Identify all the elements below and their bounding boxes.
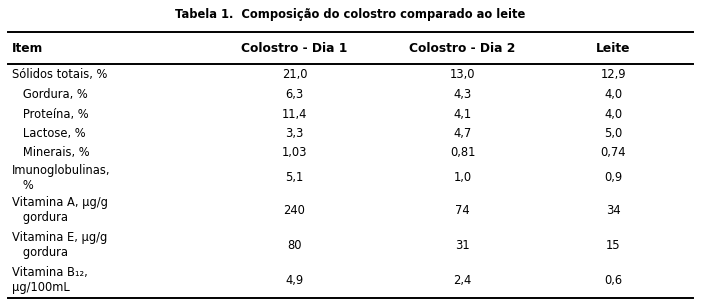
Text: Vitamina B₁₂,
μg/100mL: Vitamina B₁₂, μg/100mL: [12, 266, 88, 294]
Text: 4,7: 4,7: [454, 127, 472, 140]
Text: Gordura, %: Gordura, %: [12, 88, 88, 101]
Text: 15: 15: [606, 238, 620, 252]
Text: 240: 240: [283, 204, 306, 217]
Text: 4,0: 4,0: [604, 108, 622, 121]
Text: 4,3: 4,3: [454, 88, 472, 101]
Text: Colostro - Dia 2: Colostro - Dia 2: [409, 42, 516, 55]
Text: 3,3: 3,3: [285, 127, 304, 140]
Text: Leite: Leite: [596, 42, 631, 55]
Text: 13,0: 13,0: [450, 68, 475, 81]
Text: 12,9: 12,9: [601, 68, 626, 81]
Text: Vitamina E, μg/g
   gordura: Vitamina E, μg/g gordura: [12, 231, 107, 259]
Text: 21,0: 21,0: [282, 68, 307, 81]
Text: Sólidos totais, %: Sólidos totais, %: [12, 68, 107, 81]
Text: 5,0: 5,0: [604, 127, 622, 140]
Text: Minerais, %: Minerais, %: [12, 146, 90, 159]
Text: 4,0: 4,0: [604, 88, 622, 101]
Text: 80: 80: [287, 238, 301, 252]
Text: 6,3: 6,3: [285, 88, 304, 101]
Text: 0,9: 0,9: [604, 171, 622, 184]
Text: 31: 31: [456, 238, 470, 252]
Text: 34: 34: [606, 204, 620, 217]
Text: 1,03: 1,03: [282, 146, 307, 159]
Text: Proteína, %: Proteína, %: [12, 108, 88, 121]
Text: 4,1: 4,1: [454, 108, 472, 121]
Text: Vitamina A, μg/g
   gordura: Vitamina A, μg/g gordura: [12, 196, 108, 224]
Text: Imunoglobulinas,
   %: Imunoglobulinas, %: [12, 164, 111, 192]
Text: 74: 74: [456, 204, 470, 217]
Text: 0,81: 0,81: [450, 146, 475, 159]
Text: 2,4: 2,4: [454, 274, 472, 287]
Text: Colostro - Dia 1: Colostro - Dia 1: [241, 42, 348, 55]
Text: 11,4: 11,4: [282, 108, 307, 121]
Text: 0,74: 0,74: [601, 146, 626, 159]
Text: Item: Item: [12, 42, 43, 55]
Text: 1,0: 1,0: [454, 171, 472, 184]
Text: 4,9: 4,9: [285, 274, 304, 287]
Text: 5,1: 5,1: [285, 171, 304, 184]
Text: Tabela 1.  Composição do colostro comparado ao leite: Tabela 1. Composição do colostro compara…: [175, 8, 526, 21]
Text: Lactose, %: Lactose, %: [12, 127, 86, 140]
Text: 0,6: 0,6: [604, 274, 622, 287]
